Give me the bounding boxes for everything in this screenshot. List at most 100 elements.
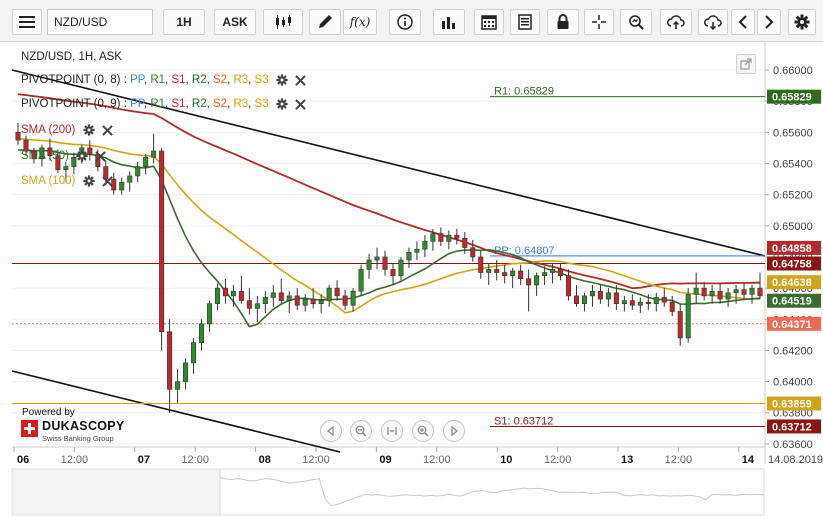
candle-body bbox=[366, 259, 372, 270]
candle-body bbox=[597, 290, 603, 300]
gear-icon[interactable] bbox=[76, 150, 88, 162]
symbol-input[interactable] bbox=[47, 9, 153, 35]
indicator-sma-200[interactable]: SMA (200) bbox=[21, 124, 113, 136]
price-tag bbox=[767, 89, 821, 104]
close-icon[interactable] bbox=[95, 150, 107, 162]
r1-part: R1 bbox=[150, 74, 166, 87]
indicator-pivot-8[interactable]: PIVOTPOINT (0, 8) : PP, R1, S1, R2, S2, … bbox=[21, 74, 306, 86]
indicator-sma-50[interactable]: SMA (50) bbox=[21, 150, 107, 162]
price-tag bbox=[767, 419, 821, 434]
zoom-out-button[interactable] bbox=[350, 420, 372, 442]
calendar-button[interactable] bbox=[474, 9, 504, 35]
y-tick-label: 0.65400 bbox=[773, 159, 813, 171]
menu-button[interactable] bbox=[12, 9, 42, 35]
close-icon[interactable] bbox=[101, 124, 113, 136]
candle-body bbox=[318, 300, 324, 304]
close-icon[interactable] bbox=[295, 74, 306, 86]
x-tick-label: 13 bbox=[621, 454, 633, 466]
candle-body bbox=[262, 297, 268, 304]
indicators-button[interactable]: f(x) bbox=[343, 9, 377, 35]
candle-body bbox=[438, 233, 444, 242]
indicator-suffix: : bbox=[123, 98, 131, 111]
upload-button[interactable] bbox=[660, 9, 692, 35]
candle-body bbox=[358, 269, 364, 292]
candle-body bbox=[685, 294, 691, 339]
crosshair-button[interactable] bbox=[584, 9, 614, 35]
x-tick-label: 08 bbox=[259, 454, 271, 466]
price-tag bbox=[767, 275, 821, 290]
y-tick-label: 0.63600 bbox=[773, 439, 813, 451]
candle-body bbox=[15, 132, 21, 141]
gear-icon[interactable] bbox=[82, 175, 95, 187]
settings-button[interactable] bbox=[788, 9, 816, 35]
candle-body bbox=[39, 147, 45, 160]
download-button[interactable] bbox=[698, 9, 728, 35]
price-tag-label: 0.64638 bbox=[772, 277, 812, 289]
y-tick-label: 0.64200 bbox=[773, 345, 813, 357]
info-button[interactable] bbox=[389, 9, 421, 35]
price-tags: 0.65829 0.64858 0.64758 0.64638 0.64519 0.643… bbox=[767, 89, 821, 434]
candle-body bbox=[581, 295, 587, 304]
price-tag-label: 0.64519 bbox=[772, 296, 812, 308]
reset-zoom-button[interactable] bbox=[381, 420, 403, 442]
timeframe-button[interactable]: 1H bbox=[163, 9, 205, 35]
candle-body bbox=[374, 256, 380, 261]
draw-button[interactable] bbox=[309, 9, 341, 35]
swiss-cross-icon bbox=[21, 420, 38, 437]
candle-body bbox=[47, 147, 53, 157]
candle-body bbox=[63, 166, 69, 171]
candle-body bbox=[677, 311, 683, 339]
candle-body bbox=[350, 290, 356, 306]
close-icon[interactable] bbox=[101, 175, 113, 187]
gear-icon[interactable] bbox=[276, 98, 288, 110]
x-tick-label: 10 bbox=[500, 454, 512, 466]
indicator-sma-100[interactable]: SMA (100) bbox=[21, 175, 113, 187]
side-button[interactable]: ASK bbox=[214, 9, 256, 35]
gear-icon[interactable] bbox=[82, 124, 95, 136]
candle-body bbox=[494, 269, 500, 273]
x-tick-label: 12:00 bbox=[302, 454, 330, 466]
indicator-name: SMA (100) bbox=[21, 175, 76, 188]
zoom-button[interactable] bbox=[620, 9, 652, 35]
dukascopy-logo: DUKASCOPY Swiss Banking Group bbox=[21, 419, 131, 444]
candle-body bbox=[733, 289, 739, 294]
indicator-name: PIVOTPOINT (0, 8) bbox=[21, 74, 121, 87]
candle-body bbox=[390, 269, 396, 276]
indicator-pivot-9[interactable]: PIVOTPOINT (0, 9) : PP, R1, S1, R2, S2, … bbox=[21, 98, 306, 110]
candle-body bbox=[214, 287, 220, 304]
news-button[interactable] bbox=[510, 9, 540, 35]
nav-left-button[interactable] bbox=[320, 420, 342, 442]
scroll-left-button[interactable] bbox=[731, 9, 755, 35]
candle-body bbox=[183, 362, 189, 382]
lock-button[interactable] bbox=[547, 9, 579, 35]
x-tick-label: 12:00 bbox=[423, 454, 451, 466]
zoom-in-button[interactable] bbox=[412, 420, 434, 442]
chart-type-button[interactable] bbox=[263, 9, 303, 35]
s1-part: S1 bbox=[171, 74, 186, 87]
candle-body bbox=[502, 272, 508, 276]
candle-body bbox=[382, 256, 388, 270]
r1-part: R1 bbox=[150, 98, 166, 111]
price-chart[interactable]: 0.660000.658000.656000.654000.652000.650… bbox=[0, 42, 823, 518]
r3-part: R3 bbox=[233, 98, 249, 111]
nav-right-button[interactable] bbox=[443, 420, 465, 442]
navigator-line bbox=[219, 477, 765, 507]
candle-body bbox=[238, 290, 244, 301]
popout-button[interactable] bbox=[736, 54, 756, 74]
price-tag-label: 0.64758 bbox=[772, 259, 812, 271]
candle-body bbox=[406, 251, 412, 261]
candle-body bbox=[23, 139, 29, 152]
candle-body bbox=[430, 233, 436, 242]
scroll-right-button[interactable] bbox=[757, 9, 781, 35]
candle-body bbox=[310, 298, 316, 304]
y-tick-label: 0.65600 bbox=[773, 127, 813, 139]
candle-body bbox=[414, 248, 420, 253]
gear-icon[interactable] bbox=[276, 74, 288, 86]
lock-icon bbox=[557, 14, 569, 29]
calendar-icon bbox=[481, 15, 497, 30]
close-icon[interactable] bbox=[295, 98, 306, 110]
document-icon bbox=[518, 14, 532, 30]
candle-body bbox=[566, 275, 572, 297]
volume-button[interactable] bbox=[433, 9, 465, 35]
toolbar: 1H ASK f(x) bbox=[0, 0, 823, 42]
